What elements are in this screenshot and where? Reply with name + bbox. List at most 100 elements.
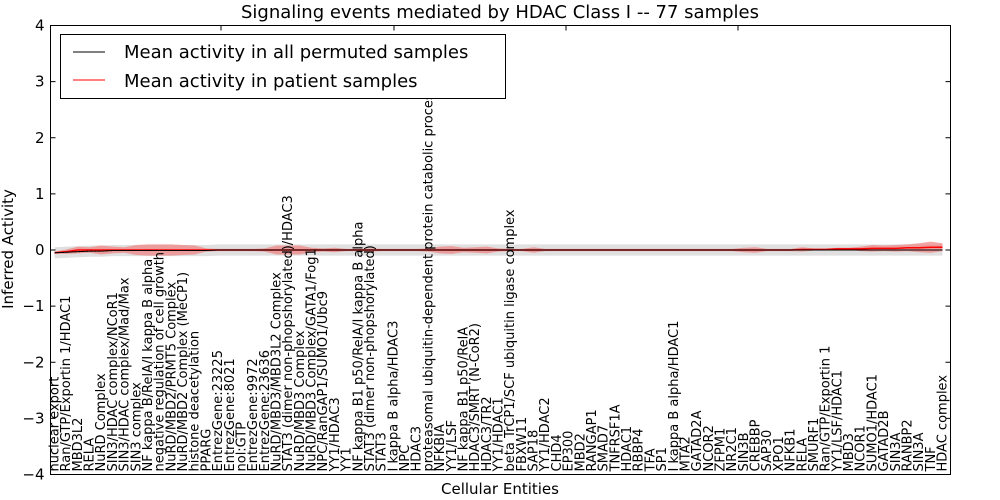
y-tick-label: −4: [22, 466, 44, 484]
category-label: I kappa B alpha/HDAC1: [667, 321, 682, 472]
category-label: NuRD/MBD2/PRMT5 Complex: [164, 282, 179, 472]
category-label: MBD3: [842, 433, 857, 471]
category-label: nol:GTP: [234, 422, 249, 472]
category-label: TNFRSF1A: [608, 404, 623, 472]
category-label: SP1: [655, 447, 670, 471]
category-label: SIN3/HDAC complex/NCoR1: [106, 292, 121, 471]
category-label: MBD2: [573, 433, 588, 471]
category-label: RANGAP1: [585, 409, 600, 471]
category-label: NFKB1: [784, 429, 799, 472]
category-label: NR2C1: [725, 427, 740, 471]
category-label: RELA: [795, 438, 810, 472]
category-label: NF kappa B/RelA/I kappa B alpha: [141, 259, 156, 472]
category-label: EntrezGene:23636: [258, 350, 273, 471]
category-label: SAP18: [527, 430, 542, 472]
category-label: NuRD/MBD2 Complex (MeCP1): [176, 272, 191, 472]
category-label: TFA: [643, 448, 658, 472]
permuted-line: [54, 249, 943, 254]
category-label: SIN3 complex: [129, 382, 144, 472]
category-label: NuRD/MBD3/MBD3L2 Complex: [270, 272, 285, 472]
category-label: YY1/HDAC1: [492, 397, 507, 472]
patient-band: [54, 241, 943, 256]
category-label: STAT3: [375, 432, 390, 471]
category-label: STAT3 (dimer non-phopshorylated)/HDAC3: [281, 195, 296, 471]
category-label: NPC: [398, 445, 413, 472]
category-label: RANBP2: [900, 419, 915, 471]
category-label: EntrezGene:23225: [211, 350, 226, 471]
category-label: NCOR1: [854, 425, 869, 471]
category-label: NF kappa B1 p50/RelA/I kappa B alpha: [351, 222, 366, 472]
category-label: SAP30: [760, 430, 775, 472]
category-label: Ran/GTP/Exportin 1: [819, 346, 834, 472]
y-tick-label: 1: [35, 185, 45, 203]
category-label: HDAC3/SMRT (N-CoR2): [468, 323, 483, 471]
category-label: CREBBP: [749, 419, 764, 471]
category-label: HDAC1: [620, 426, 635, 472]
category-label: GATAD2A: [690, 410, 705, 471]
category-label: NuRD Complex: [94, 373, 109, 471]
y-tick-label: 4: [35, 17, 45, 35]
category-label: EP300: [562, 431, 577, 472]
y-tick-label: 3: [35, 73, 45, 91]
category-label: RBBP4: [632, 429, 647, 472]
category-label: proteasomal ubiquitin-dependent protein …: [421, 86, 436, 471]
category-label: MBD3L2: [71, 418, 86, 472]
category-label: nuclear export: [48, 377, 63, 472]
y-axis-label: Inferred Activity: [0, 189, 17, 309]
category-label: SMAD7: [597, 425, 612, 472]
category-label: NPC/RanGAP1/SUMO1/Ubc9: [316, 291, 331, 471]
category-label: SUMO1/HDAC1: [865, 374, 880, 471]
category-label: ZFPM1: [714, 428, 729, 472]
y-axis-ticks: 4 3 2 1 0 −1 −2 −3 −4: [22, 17, 951, 484]
plot-frame: [50, 25, 951, 475]
y-tick-label: −1: [22, 297, 44, 315]
category-label: PPARG: [199, 429, 214, 472]
legend-label-patient: Mean activity in patient samples: [124, 71, 418, 92]
y-tick-label: −2: [22, 353, 44, 371]
category-label: NFKBIA: [433, 424, 448, 471]
y-tick-label: 0: [35, 241, 45, 259]
category-label: MTA2: [678, 436, 693, 471]
category-label: SMURF1: [807, 418, 822, 472]
category-label: beta TrCP1/SCF ubiquitin ligase complex: [503, 209, 518, 471]
category-label: histone deacetylation: [188, 331, 203, 472]
category-label: YY1: [340, 447, 355, 472]
category-label: NuRD/MBD3 Complex: [293, 330, 308, 471]
category-label: STAT3 (dimer non-phopshorylated): [363, 245, 378, 471]
category-label: FBXW11: [515, 417, 530, 472]
category-label: NCOR2: [702, 425, 717, 471]
category-label: GATAD2B: [877, 411, 892, 472]
y-tick-label: 2: [35, 129, 45, 147]
category-label: SIN3/HDAC complex/Mad/Max: [118, 277, 133, 471]
category-label: TNF: [924, 446, 939, 472]
category-label: HDAC3/TR2: [480, 396, 495, 471]
category-label: I kappa B alpha/HDAC3: [386, 321, 401, 472]
category-label: YY1/LSF/HDAC1: [830, 370, 845, 472]
category-label: NF kappa B1 p50/RelA: [456, 327, 471, 472]
category-label: CHD4: [550, 434, 565, 471]
category-label: SIN3B: [737, 433, 752, 472]
category-label: RELA: [83, 438, 98, 472]
legend: Mean activity in all permuted samples Me…: [60, 34, 506, 99]
category-label: SIN3A: [912, 432, 927, 471]
chart-title: Signaling events mediated by HDAC Class …: [241, 2, 759, 23]
category-label: HDAC complex: [936, 375, 951, 472]
category-label: EntrezGene:8021: [223, 358, 238, 471]
category-label: XPO1: [772, 436, 787, 471]
activity-lines: [54, 246, 943, 254]
category-label: YY1/HDAC3: [328, 397, 343, 472]
activity-bands: [54, 241, 943, 259]
category-label: EntrezGene:9972: [246, 358, 261, 471]
category-label: NuRD/MBD3 Complex/GATA1/Fog1: [305, 248, 320, 471]
category-label: negative regulation of cell growth: [153, 252, 168, 472]
x-axis-ticks: [220, 25, 739, 31]
category-label: Ran/GTP/Exportin 1/HDAC1: [59, 296, 74, 472]
category-label: HDAC3: [410, 426, 425, 472]
legend-label-permuted: Mean activity in all permuted samples: [124, 42, 468, 63]
category-label: SIN3A: [889, 432, 904, 471]
y-tick-label: −3: [22, 409, 44, 427]
category-label: YY1/LSF: [445, 420, 460, 473]
category-label: YY1/HDAC2: [538, 397, 553, 472]
